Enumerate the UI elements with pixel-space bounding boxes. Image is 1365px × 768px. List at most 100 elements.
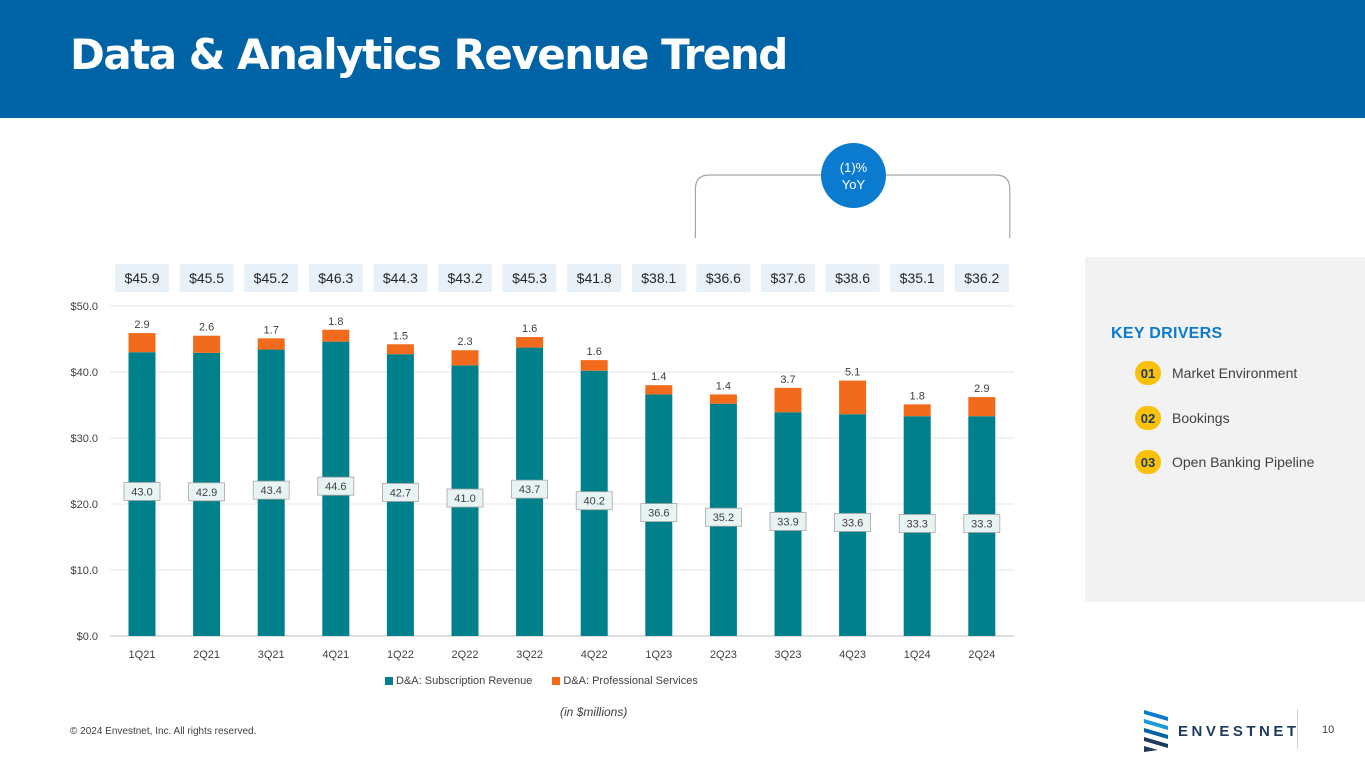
x-tick-label: 4Q21 bbox=[322, 649, 349, 661]
yoy-label: YoY bbox=[841, 176, 866, 192]
y-tick-label: $50.0 bbox=[70, 301, 98, 313]
brand-name: ENVESTNET bbox=[1178, 723, 1300, 740]
data-label-professional: 1.8 bbox=[910, 390, 925, 402]
total-label: $38.6 bbox=[835, 270, 870, 286]
x-tick-label: 1Q21 bbox=[129, 649, 156, 661]
data-label-professional: 1.4 bbox=[651, 371, 666, 383]
yoy-percent: (1)% bbox=[839, 159, 868, 175]
revenue-chart: $0.0 $10.0 $20.0 $30.0 $40.0 $50.0 2.9 43.0 $45.… bbox=[70, 174, 1014, 661]
legend-swatch-subscription bbox=[385, 677, 393, 685]
total-label: $35.1 bbox=[900, 270, 935, 286]
data-label-box bbox=[317, 476, 355, 496]
x-tick-label: 3Q23 bbox=[775, 649, 802, 661]
driver-item: 01 Market Environment bbox=[1135, 361, 1297, 385]
page-number: 10 bbox=[1322, 724, 1335, 736]
copyright: © 2024 Envestnet, Inc. All rights reserv… bbox=[70, 726, 257, 737]
data-label-professional: 2.9 bbox=[974, 383, 989, 395]
key-drivers-title: KEY DRIVERS bbox=[1111, 325, 1223, 342]
bar-professional bbox=[128, 333, 156, 353]
bar-professional bbox=[257, 338, 285, 350]
unit-note: (in $millions) bbox=[560, 705, 628, 719]
legend-swatch-professional bbox=[552, 677, 561, 685]
bar-professional bbox=[386, 344, 414, 355]
data-label-box bbox=[769, 512, 807, 531]
total-label: $45.5 bbox=[189, 270, 224, 286]
driver-item: 02 Bookings bbox=[1135, 406, 1230, 430]
x-tick-label: 2Q22 bbox=[452, 649, 479, 661]
bar-professional bbox=[709, 394, 737, 404]
total-label-box bbox=[825, 264, 880, 292]
data-label-subscription: 33.3 bbox=[971, 518, 992, 530]
data-label-subscription: 35.2 bbox=[713, 512, 734, 524]
bar-professional bbox=[451, 350, 479, 366]
data-label-professional: 1.4 bbox=[716, 380, 731, 392]
bar-professional bbox=[968, 397, 996, 417]
x-tick-label: 2Q24 bbox=[968, 649, 995, 661]
data-label-box bbox=[511, 479, 549, 499]
data-label-box bbox=[575, 491, 613, 511]
y-tick-label: $40.0 bbox=[70, 367, 98, 379]
chart-legend: D&A: Subscription Revenue D&A: Professio… bbox=[385, 675, 718, 687]
x-tick-label: 3Q21 bbox=[258, 649, 285, 661]
data-label-box bbox=[252, 480, 290, 500]
total-label: $37.6 bbox=[770, 270, 805, 286]
data-label-professional: 2.6 bbox=[199, 322, 214, 334]
total-label-box bbox=[373, 264, 428, 292]
data-label-professional: 1.8 bbox=[328, 316, 343, 328]
x-tick-label: 1Q22 bbox=[387, 649, 414, 661]
legend-label: D&A: Subscription Revenue bbox=[396, 675, 533, 687]
data-label-subscription: 42.7 bbox=[390, 487, 411, 499]
total-label-box bbox=[696, 264, 751, 292]
bar-professional bbox=[774, 387, 802, 413]
data-label-subscription: 33.9 bbox=[777, 516, 798, 528]
bar-professional bbox=[193, 335, 221, 353]
x-tick-label: 2Q21 bbox=[193, 649, 220, 661]
y-tick-label: $30.0 bbox=[70, 433, 98, 445]
total-label: $36.2 bbox=[964, 270, 999, 286]
data-label-box bbox=[381, 483, 419, 502]
data-label-subscription: 33.3 bbox=[906, 518, 927, 530]
data-label-professional: 1.7 bbox=[264, 324, 279, 336]
legend-label: D&A: Professional Services bbox=[563, 675, 698, 687]
total-label: $44.3 bbox=[383, 270, 418, 286]
y-tick-label: $0.0 bbox=[77, 631, 98, 643]
data-label-professional: 2.3 bbox=[457, 336, 472, 348]
total-label: $45.2 bbox=[254, 270, 289, 286]
driver-number: 02 bbox=[1135, 406, 1161, 430]
data-label-box bbox=[446, 488, 484, 508]
y-tick-label: $20.0 bbox=[70, 499, 98, 511]
total-label-box bbox=[761, 264, 815, 292]
x-tick-label: 1Q23 bbox=[645, 649, 672, 661]
envestnet-logo: ENVESTNET bbox=[1144, 710, 1296, 752]
total-label-box bbox=[179, 264, 234, 292]
data-label-subscription: 44.6 bbox=[325, 481, 346, 493]
legend-item-subscription: D&A: Subscription Revenue bbox=[385, 675, 532, 687]
bar-professional bbox=[516, 337, 544, 348]
total-label-box bbox=[631, 264, 686, 292]
y-tick-label: $10.0 bbox=[70, 565, 98, 577]
data-label-subscription: 43.4 bbox=[260, 485, 281, 497]
driver-label: Market Environment bbox=[1172, 365, 1298, 381]
total-label-box bbox=[438, 264, 492, 292]
driver-item: 03 Open Banking Pipeline bbox=[1135, 450, 1314, 474]
total-label: $43.2 bbox=[447, 270, 482, 286]
data-label-subscription: 43.7 bbox=[519, 484, 540, 496]
data-label-professional: 1.5 bbox=[393, 330, 408, 342]
data-label-box bbox=[834, 513, 871, 532]
total-label: $46.3 bbox=[318, 270, 353, 286]
key-drivers-panel: KEY DRIVERS 01 Market Environment 02 Boo… bbox=[1085, 257, 1365, 602]
yoy-badge: (1)% YoY bbox=[821, 143, 886, 208]
total-label: $38.1 bbox=[641, 270, 676, 286]
total-label-box bbox=[308, 264, 363, 292]
data-label-box bbox=[705, 507, 742, 527]
x-tick-label: 1Q24 bbox=[904, 649, 931, 661]
data-label-professional: 3.7 bbox=[780, 374, 795, 386]
data-label-box bbox=[188, 482, 226, 502]
x-tick-label: 4Q23 bbox=[839, 649, 866, 661]
driver-label: Open Banking Pipeline bbox=[1172, 454, 1315, 470]
bar-professional bbox=[645, 385, 673, 395]
legend-item-professional: D&A: Professional Services bbox=[552, 675, 698, 687]
envestnet-logo-icon bbox=[1144, 710, 1168, 752]
total-label: $41.8 bbox=[577, 270, 612, 286]
data-label-subscription: 41.0 bbox=[454, 493, 475, 505]
